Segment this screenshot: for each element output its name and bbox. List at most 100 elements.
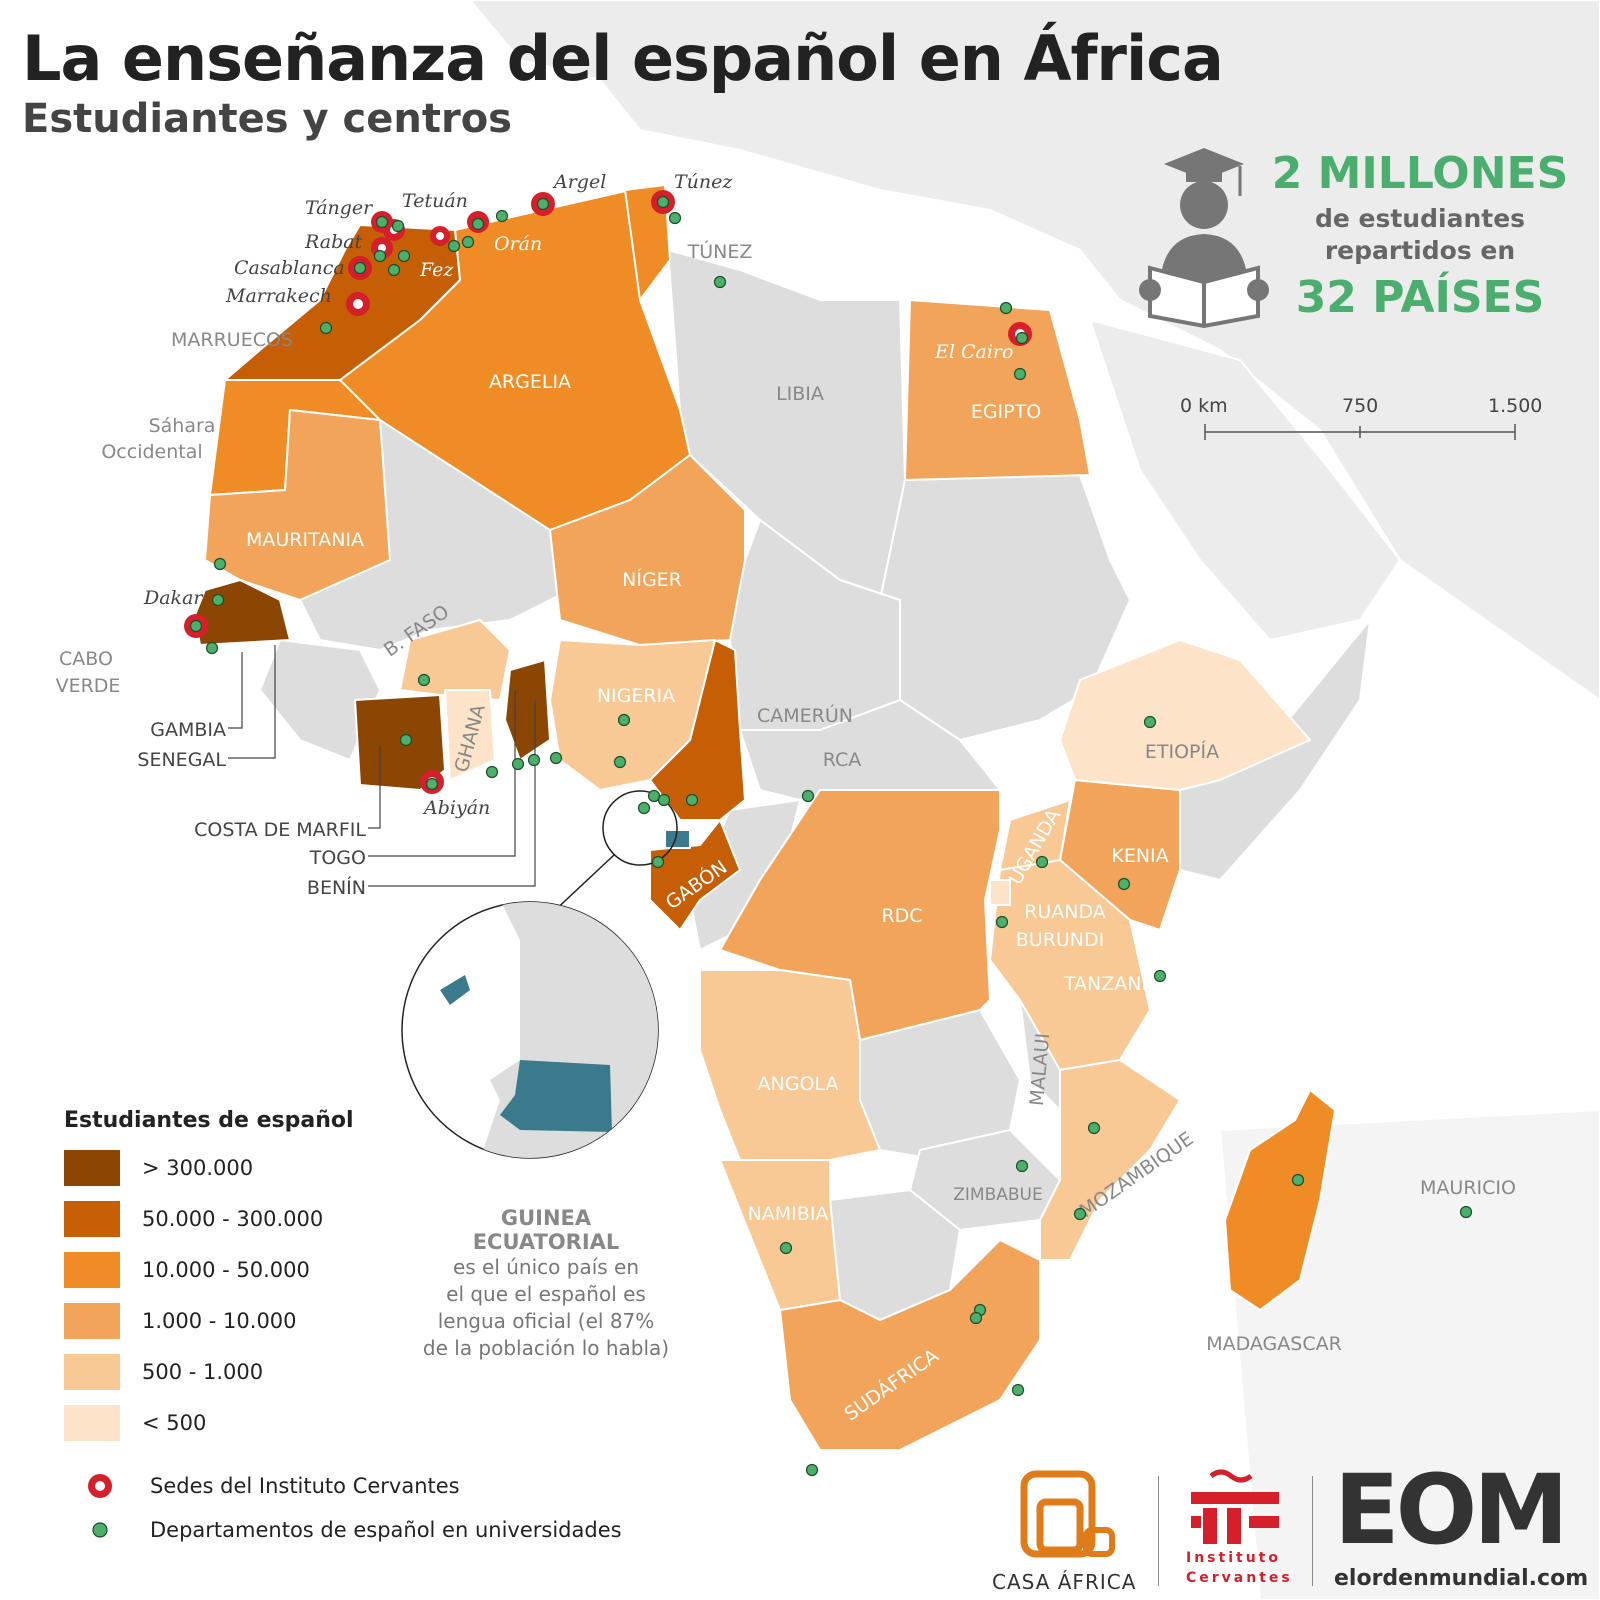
country-angola [699, 969, 881, 1161]
label-gambia: GAMBIA [150, 719, 226, 741]
university-marker [805, 1463, 819, 1477]
university-marker [373, 249, 387, 263]
label-nigeria: NIGERIA [597, 685, 675, 707]
university-marker [1291, 1173, 1305, 1187]
university-marker [1013, 367, 1027, 381]
university-marker [995, 915, 1009, 929]
label-ruanda: RUANDA [1024, 901, 1106, 923]
label-cabo-2: VERDE [56, 675, 121, 697]
legend-symbol-university-label: Departamentos de español en universidade… [150, 1518, 622, 1542]
cervantes-marker [346, 292, 370, 316]
legend-item: 1.000 - 10.000 [64, 1303, 297, 1339]
cervantes-marker-icon [88, 1474, 112, 1498]
country-ruanda [989, 879, 1011, 906]
background-land [468, 0, 1600, 1600]
university-marker [1073, 1207, 1087, 1221]
casa-africa-label: CASA ÁFRICA [992, 1570, 1137, 1594]
university-marker [1117, 877, 1131, 891]
page-subtitle: Estudiantes y centros [22, 96, 512, 142]
label-tunez: TÚNEZ [687, 239, 753, 263]
university-marker [471, 217, 485, 231]
label-argelia: ARGELIA [489, 371, 571, 393]
scale-bar [1204, 424, 1516, 440]
legend-item: 500 - 1.000 [64, 1354, 263, 1390]
label-city-argel: Argel [552, 171, 606, 193]
university-marker [461, 235, 475, 249]
student-reading-icon [1139, 148, 1269, 329]
scale-label-0: 0 km [1180, 395, 1228, 417]
stat-line-2: repartidos en [1324, 236, 1516, 265]
stat-students: 2 MILLONES [1271, 148, 1569, 199]
university-marker [319, 321, 333, 335]
university-marker [205, 641, 219, 655]
university-marker [1459, 1205, 1473, 1219]
university-marker [417, 673, 431, 687]
logo-divider [1312, 1476, 1313, 1586]
legend-symbol-cervantes-label: Sedes del Instituto Cervantes [150, 1474, 460, 1498]
scale-label-750: 750 [1342, 395, 1378, 417]
label-egipto: EGIPTO [971, 401, 1041, 423]
label-marruecos: MARRUECOS [171, 329, 293, 351]
university-marker [527, 753, 541, 767]
university-marker [779, 1241, 793, 1255]
label-city-marrakech: Marrakech [225, 285, 332, 307]
university-marker [999, 301, 1013, 315]
label-niger: NÍGER [622, 568, 682, 591]
label-sahara-1: Sáhara [149, 415, 216, 437]
university-marker [969, 1311, 983, 1325]
country-etiopia [1059, 639, 1311, 791]
eom-logo: EOM [1334, 1454, 1569, 1566]
country-labels: ARGELIA EGIPTO MAURITANIA NÍGER NIGERIA … [246, 371, 1169, 1425]
label-camerun: CAMERÚN [757, 703, 853, 727]
legend-swatch [64, 1303, 120, 1339]
label-madagascar: MADAGASCAR [1206, 1333, 1342, 1355]
university-marker [213, 557, 227, 571]
label-rca: RCA [823, 749, 862, 771]
university-marker [485, 765, 499, 779]
label-libia: LIBIA [776, 383, 824, 405]
university-marker [613, 755, 627, 769]
label-sahara-2: Occidental [101, 441, 202, 463]
university-marker [375, 215, 389, 229]
university-marker [549, 751, 563, 765]
label-benin: BENÍN [307, 876, 366, 899]
country-ghana [444, 689, 496, 781]
university-marker [685, 793, 699, 807]
university-marker [495, 209, 509, 223]
city-labels: Argel Túnez Tánger Tetuán Rabat Casablan… [143, 171, 733, 819]
zoom-guinea-ecuatorial [401, 790, 678, 1159]
university-marker [511, 757, 525, 771]
scale-label-1500: 1.500 [1488, 395, 1542, 417]
legend-swatch [64, 1201, 120, 1237]
university-marker [617, 713, 631, 727]
guinea-note-line-1: es el único país en [452, 1255, 640, 1279]
university-marker [391, 219, 405, 233]
legend-symbol-cervantes: Sedes del Instituto Cervantes [86, 1472, 460, 1500]
university-marker [447, 239, 461, 253]
label-city-abiyan: Abiyán [422, 797, 490, 819]
country-benin [504, 659, 551, 761]
label-city-fez: Fez [419, 259, 454, 281]
label-city-rabat: Rabat [304, 231, 363, 253]
label-cabo-1: CABO [59, 648, 113, 670]
label-city-tanger: Tánger [305, 197, 374, 219]
legend-label: > 300.000 [142, 1156, 254, 1180]
legend-label: 50.000 - 300.000 [142, 1207, 324, 1231]
countries [194, 184, 1470, 1451]
university-marker [713, 275, 727, 289]
legend-symbol-university: Departamentos de español en universidade… [86, 1516, 622, 1544]
university-marker [647, 789, 661, 803]
stat-countries: 32 PAÍSES [1295, 272, 1545, 323]
university-marker [1153, 969, 1167, 983]
label-city-cairo: El Cairo [934, 341, 1013, 363]
label-city-oran: Orán [494, 233, 542, 255]
university-marker [211, 593, 225, 607]
legend-label: 1.000 - 10.000 [142, 1309, 297, 1333]
label-namibia: NAMIBIA [748, 1203, 829, 1225]
legend-label: < 500 [142, 1411, 207, 1435]
legend-item: < 500 [64, 1405, 206, 1441]
label-city-casablanca: Casablanca [234, 257, 345, 279]
university-marker [668, 211, 682, 225]
university-marker [189, 619, 203, 633]
guinea-note: GUINEA ECUATORIAL es el único país en el… [392, 1206, 700, 1362]
